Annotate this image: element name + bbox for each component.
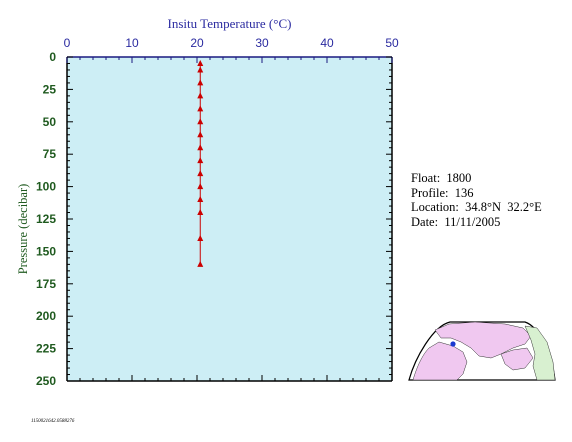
chart-title: Insitu Temperature (°C) [168,16,292,31]
y-axis-label: Pressure (decibar) [16,184,30,275]
location-marker [450,341,456,347]
y-tick-label: 0 [49,50,56,64]
data-point [197,131,204,138]
date-label: Date: [411,214,439,229]
data-point [197,79,204,86]
data-point [197,92,204,99]
x-tick-label: 10 [125,36,139,50]
data-point [197,157,204,164]
data-point [197,144,204,151]
location-label: Location: [411,200,459,214]
y-tick-label: 125 [36,212,56,226]
data-points [197,59,204,267]
data-point [197,196,204,203]
y-tick-label: 250 [36,374,56,388]
float-value: 1800 [446,171,472,185]
data-point [197,170,204,177]
data-point [197,183,204,190]
float-row: Float: 1800 [411,171,542,186]
float-info: Float: 1800 Profile: 136 Location: 34.8°… [411,171,542,229]
data-point [197,234,204,241]
y-axis-ticks: 0 25 50 75 100 125 150 175 200 225 250 [36,50,392,388]
location-map [408,321,556,381]
date-row: Date: 11/11/2005 [411,215,542,230]
y-tick-label: 50 [43,115,57,129]
x-tick-label: 30 [255,36,269,50]
profile-label: Profile: [411,185,449,200]
data-point [197,66,204,73]
data-point [197,118,204,125]
map-eurasia-land [434,321,532,359]
y-tick-label: 175 [36,277,56,291]
y-tick-label: 100 [36,180,56,194]
data-point [197,105,204,112]
profile-row: Profile: 136 [411,186,542,201]
map-africa-land [412,341,468,381]
float-label: Float: [411,171,441,185]
footer-code: 1150021642.0588276 [31,419,75,424]
y-tick-label: 75 [43,147,57,161]
y-tick-label: 150 [36,244,56,258]
x-axis-ticks: 0 10 20 30 40 50 [64,36,399,381]
profile-value: 136 [454,185,474,200]
location-value: 34.8°N 32.2°E [465,200,542,214]
x-tick-label: 0 [64,36,71,50]
x-tick-label: 50 [385,36,399,50]
map-asia-land [500,347,534,371]
data-point [197,59,204,66]
data-point [197,260,204,267]
y-tick-label: 200 [36,309,56,323]
x-tick-label: 20 [190,36,204,50]
x-tick-label: 40 [320,36,334,50]
y-tick-label: 25 [43,82,57,96]
location-row: Location: 34.8°N 32.2°E [411,200,542,215]
map-east-region [524,325,556,381]
date-value: 11/11/2005 [444,214,501,229]
plot-area [67,57,392,381]
y-tick-label: 225 [36,342,56,356]
data-point [197,209,204,216]
